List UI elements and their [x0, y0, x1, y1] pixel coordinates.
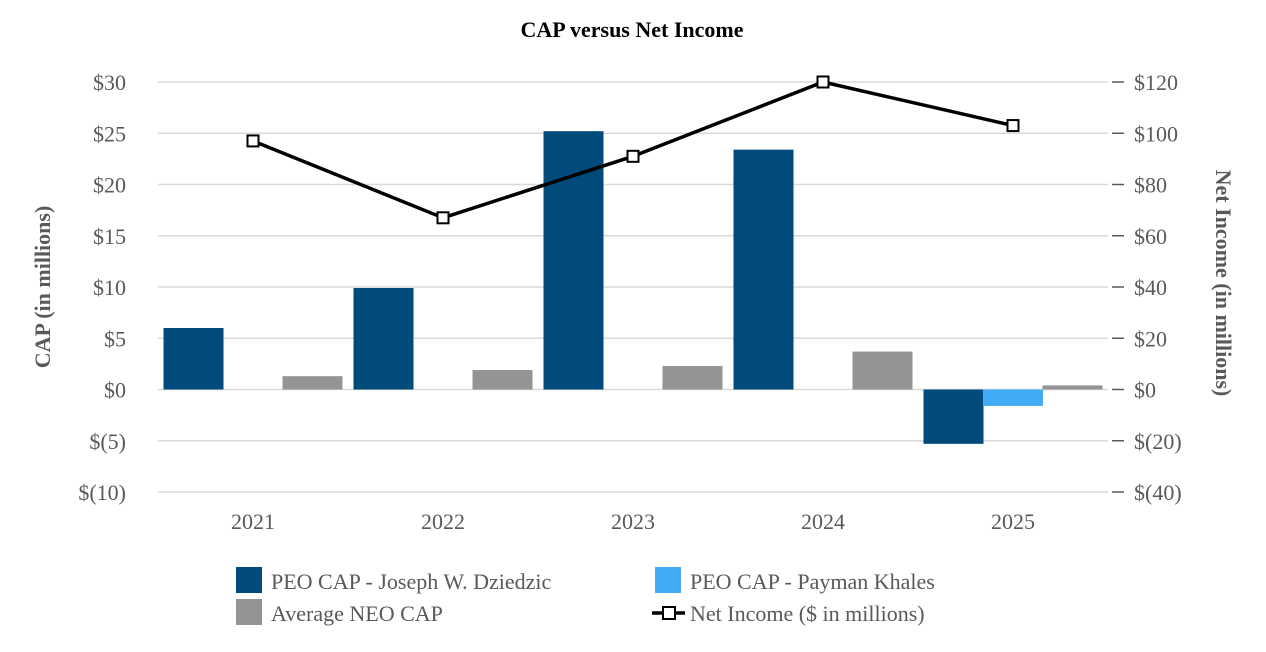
net-income-line: [246, 75, 1020, 225]
x-tick-label: 2023: [611, 509, 655, 534]
left-tick-label: $(10): [78, 480, 126, 505]
legend-label: Average NEO CAP: [271, 601, 443, 626]
left-tick-label: $20: [93, 173, 126, 198]
net-income-point: [626, 149, 640, 163]
legend-label: Net Income ($ in millions): [690, 601, 925, 626]
bar-peo-cap-joseph-w-dziedzic: [163, 328, 224, 390]
bar-peo-cap-joseph-w-dziedzic: [733, 149, 794, 390]
bar-average-neo-cap: [472, 370, 533, 390]
bar-average-neo-cap: [282, 376, 343, 390]
net-income-point: [816, 75, 830, 89]
bar-peo-cap-joseph-w-dziedzic: [353, 288, 414, 390]
x-tick-label: 2025: [991, 509, 1035, 534]
bar-peo-cap-payman-khales: [983, 389, 1043, 406]
left-tick-label: $30: [93, 70, 126, 95]
x-tick-label: 2021: [231, 509, 275, 534]
chart-title: CAP versus Net Income: [520, 17, 743, 42]
right-tick-label: $(40): [1134, 480, 1182, 505]
right-axis-title: Net Income (in millions): [1211, 170, 1236, 397]
bar-peo-cap-joseph-w-dziedzic: [923, 389, 984, 444]
right-tick-label: $20: [1134, 326, 1167, 351]
bar-average-neo-cap: [852, 351, 913, 390]
legend-label: PEO CAP - Joseph W. Dziedzic: [271, 569, 552, 594]
left-tick-label: $0: [104, 378, 126, 403]
right-tick-label: $80: [1134, 173, 1167, 198]
right-tick-label: $100: [1134, 121, 1178, 146]
net-income-point: [246, 134, 260, 148]
left-tick-label: $10: [93, 275, 126, 300]
legend: PEO CAP - Joseph W. Dziedzic PEO CAP - Pa…: [236, 567, 935, 626]
left-tick-label: $5: [104, 326, 126, 351]
left-tick-label: $(5): [89, 429, 126, 454]
right-axis-ticks: $(40) $(20) $0 $20 $40 $60 $80 $100 $120: [1112, 70, 1182, 505]
net-income-point: [436, 211, 450, 225]
left-axis-title: CAP (in millions): [30, 206, 55, 369]
legend-swatch: [236, 599, 262, 625]
left-tick-label: $25: [93, 121, 126, 146]
right-tick-label: $(20): [1134, 429, 1182, 454]
legend-marker: [662, 606, 676, 620]
bars: [163, 131, 1103, 444]
bar-average-neo-cap: [1042, 385, 1103, 390]
bar-average-neo-cap: [662, 365, 723, 390]
left-axis-ticks: $(10) $(5) $0 $5 $10 $15 $20 $25 $30: [78, 70, 126, 505]
right-tick-label: $120: [1134, 70, 1178, 95]
right-tick-label: $40: [1134, 275, 1167, 300]
legend-swatch: [655, 567, 681, 593]
right-tick-label: $0: [1134, 378, 1156, 403]
right-tick-label: $60: [1134, 224, 1167, 249]
x-tick-label: 2022: [421, 509, 465, 534]
legend-swatch: [236, 567, 262, 593]
x-axis-ticks: 2021 2022 2023 2024 2025: [231, 509, 1035, 534]
net-income-point: [1006, 119, 1020, 133]
x-tick-label: 2024: [801, 509, 845, 534]
legend-label: PEO CAP - Payman Khales: [690, 569, 935, 594]
left-tick-label: $15: [93, 224, 126, 249]
